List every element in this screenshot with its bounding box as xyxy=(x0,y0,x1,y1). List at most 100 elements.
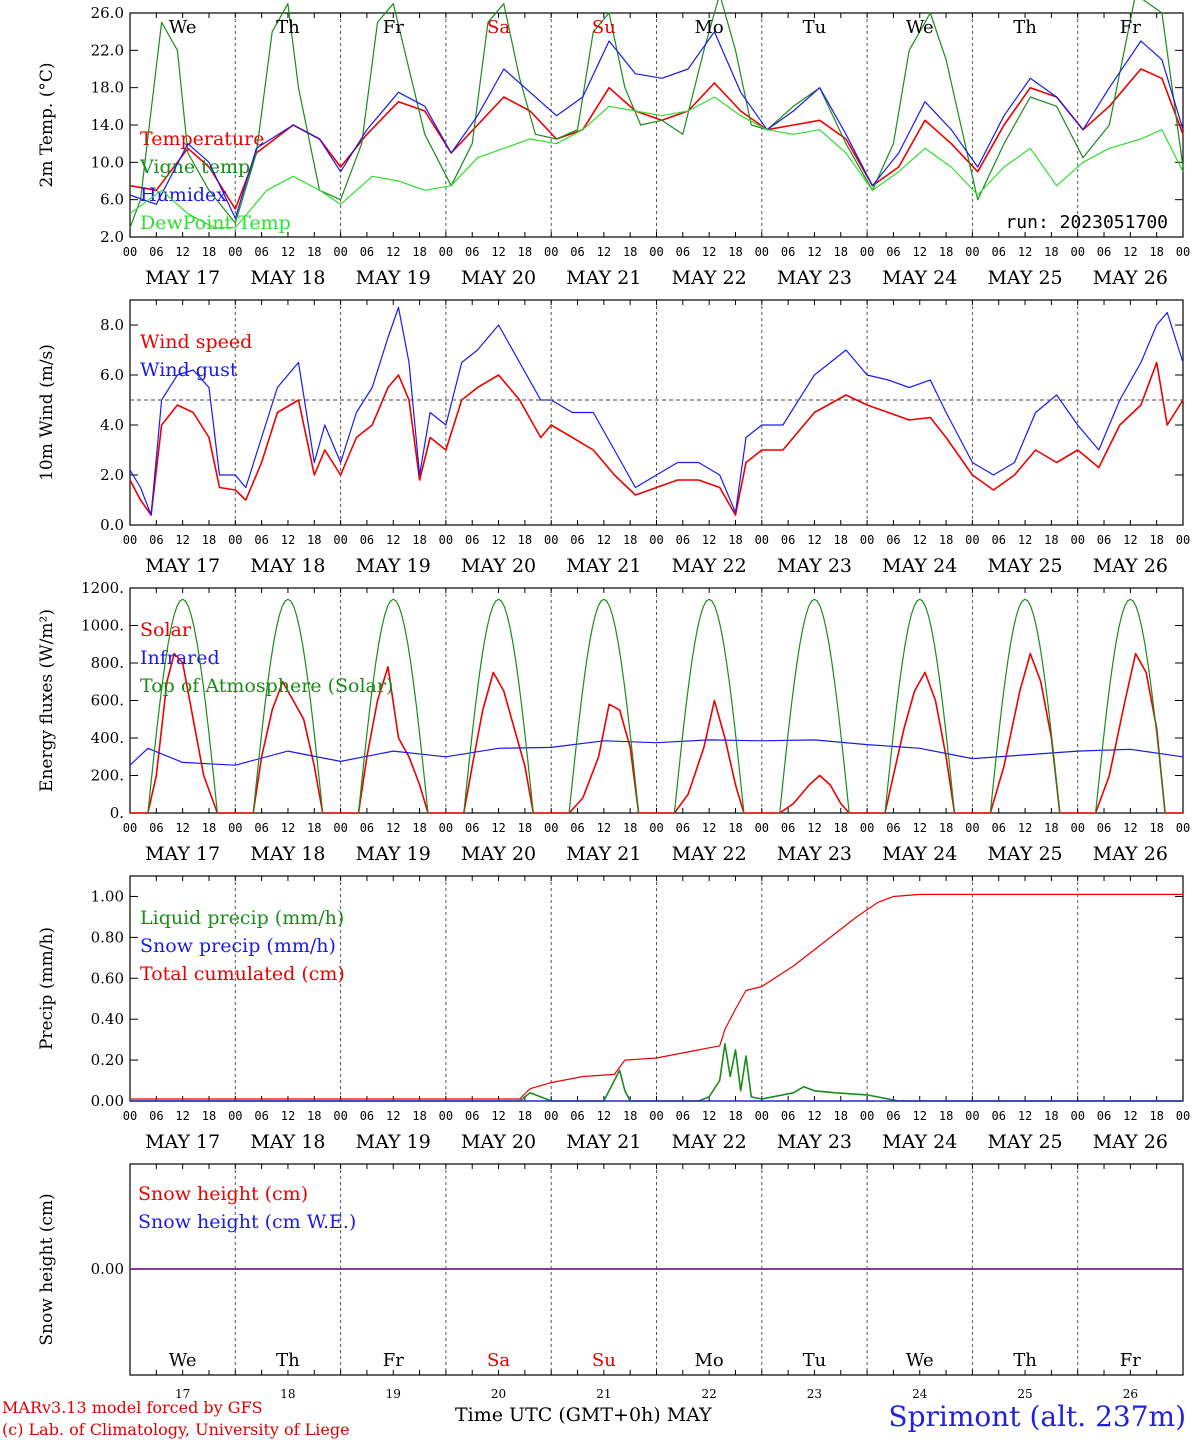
legend-entry: Wind speed xyxy=(140,331,252,353)
date-label: MAY 17 xyxy=(145,843,220,865)
hour-tick-label: 00 xyxy=(123,821,137,835)
hour-tick-label: 06 xyxy=(149,821,163,835)
legend-entry: DewPoint Temp xyxy=(140,212,291,234)
hour-tick-label: 06 xyxy=(1097,533,1111,547)
date-label: MAY 26 xyxy=(1093,267,1168,289)
hour-tick-label: 00 xyxy=(333,533,347,547)
hour-tick-label: 18 xyxy=(307,245,321,259)
hour-tick-label: 12 xyxy=(807,245,821,259)
hour-tick-label: 00 xyxy=(333,245,347,259)
hour-tick-label: 12 xyxy=(913,245,927,259)
hour-tick-label: 06 xyxy=(570,533,584,547)
y-axis-title: Energy fluxes (W/m²) xyxy=(37,609,57,792)
hour-tick-label: 00 xyxy=(860,821,874,835)
hour-tick-label: 00 xyxy=(439,821,453,835)
legend-entry: Snow height (cm W.E.) xyxy=(138,1211,356,1233)
day-number-label: 19 xyxy=(386,1387,401,1401)
date-label: MAY 18 xyxy=(250,267,325,289)
hour-tick-label: 18 xyxy=(834,821,848,835)
y-tick-label: 0.00 xyxy=(91,1260,124,1278)
legend-entry: Total cumulated (cm) xyxy=(140,963,345,985)
date-label: MAY 20 xyxy=(461,1131,536,1153)
date-label: MAY 20 xyxy=(461,267,536,289)
date-label: MAY 19 xyxy=(356,1131,431,1153)
date-label: MAY 24 xyxy=(882,843,957,865)
hour-tick-label: 18 xyxy=(1044,533,1058,547)
hour-tick-label: 06 xyxy=(360,1109,374,1123)
y-tick-label: 400. xyxy=(91,729,124,747)
hour-tick-label: 06 xyxy=(254,245,268,259)
hour-tick-label: 12 xyxy=(807,821,821,835)
weekday-label: We xyxy=(169,17,197,38)
date-label: MAY 26 xyxy=(1093,843,1168,865)
hour-tick-label: 00 xyxy=(649,533,663,547)
date-label: MAY 26 xyxy=(1093,555,1168,577)
y-tick-label: 6.0 xyxy=(100,191,124,209)
legend-entry: Vigne temp xyxy=(139,156,250,178)
hour-tick-label: 18 xyxy=(623,821,637,835)
plot-frame xyxy=(129,12,1184,238)
date-label: MAY 23 xyxy=(777,843,852,865)
hour-tick-label: 00 xyxy=(755,1109,769,1123)
hour-tick-label: 06 xyxy=(781,245,795,259)
hour-tick-label: 06 xyxy=(886,533,900,547)
weekday-label: Fr xyxy=(1120,1350,1141,1371)
y-tick-label: 0. xyxy=(110,804,124,822)
hour-tick-label: 06 xyxy=(781,533,795,547)
date-label: MAY 24 xyxy=(882,267,957,289)
day-number-label: 23 xyxy=(807,1387,822,1401)
hour-tick-label: 18 xyxy=(623,1109,637,1123)
date-label: MAY 19 xyxy=(356,843,431,865)
y-tick-label: 8.0 xyxy=(100,316,124,334)
hour-tick-label: 00 xyxy=(965,245,979,259)
legend-entry: Liquid precip (mm/h) xyxy=(140,907,344,929)
hour-tick-label: 12 xyxy=(386,245,400,259)
hour-tick-label: 06 xyxy=(676,1109,690,1123)
weekday-label: Th xyxy=(276,17,300,38)
hour-tick-label: 12 xyxy=(597,533,611,547)
y-tick-label: 4.0 xyxy=(100,416,124,434)
weekday-label: Th xyxy=(1013,17,1037,38)
series-line-toa xyxy=(357,598,429,814)
date-label: MAY 21 xyxy=(566,843,641,865)
date-label: MAY 24 xyxy=(882,555,957,577)
plot-frame xyxy=(129,299,1184,526)
hour-tick-label: 12 xyxy=(491,245,505,259)
date-label: MAY 22 xyxy=(672,843,747,865)
hour-tick-label: 12 xyxy=(281,533,295,547)
hour-tick-label: 18 xyxy=(307,1109,321,1123)
hour-tick-label: 06 xyxy=(886,821,900,835)
series-line-toa xyxy=(568,598,640,814)
y-tick-label: 22.0 xyxy=(91,41,124,59)
hour-tick-label: 00 xyxy=(228,1109,242,1123)
date-label: MAY 20 xyxy=(461,555,536,577)
weekday-label: Fr xyxy=(383,1350,404,1371)
date-label: MAY 24 xyxy=(882,1131,957,1153)
hour-tick-label: 00 xyxy=(1070,821,1084,835)
hour-tick-label: 00 xyxy=(544,821,558,835)
hour-tick-label: 12 xyxy=(281,245,295,259)
y-tick-label: 600. xyxy=(91,692,124,710)
hour-tick-label: 06 xyxy=(149,1109,163,1123)
hour-tick-label: 12 xyxy=(1123,245,1137,259)
series-line-toa xyxy=(884,598,956,814)
hour-tick-label: 06 xyxy=(991,533,1005,547)
hour-tick-label: 18 xyxy=(623,533,637,547)
hour-tick-label: 00 xyxy=(123,1109,137,1123)
y-axis-title: Snow height (cm) xyxy=(37,1193,57,1345)
hour-tick-label: 06 xyxy=(570,245,584,259)
series-line xyxy=(129,96,1184,229)
hour-tick-label: 12 xyxy=(386,533,400,547)
hour-tick-label: 12 xyxy=(386,1109,400,1123)
hour-tick-label: 00 xyxy=(1176,1109,1190,1123)
y-tick-label: 0.0 xyxy=(100,516,124,534)
y-tick-label: 1200. xyxy=(81,579,124,597)
date-label: MAY 17 xyxy=(145,555,220,577)
series-line-toa xyxy=(779,598,850,814)
hour-tick-label: 06 xyxy=(149,533,163,547)
hour-tick-label: 00 xyxy=(860,533,874,547)
hour-tick-label: 12 xyxy=(1123,1109,1137,1123)
hour-tick-label: 18 xyxy=(202,533,216,547)
hour-tick-label: 12 xyxy=(1018,821,1032,835)
hour-tick-label: 18 xyxy=(834,245,848,259)
